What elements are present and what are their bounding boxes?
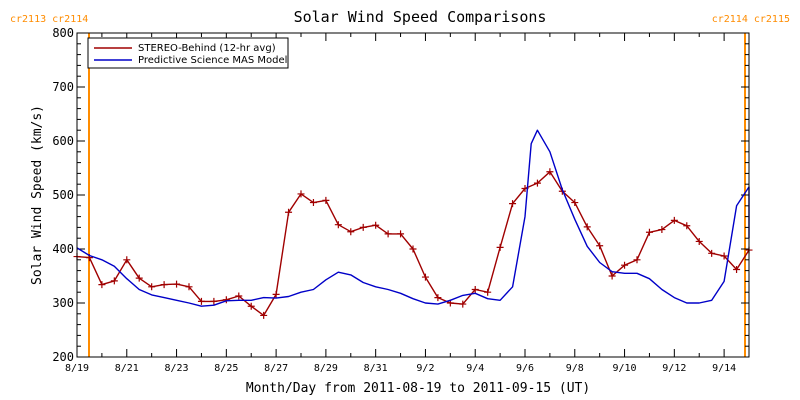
data-point-marker — [272, 290, 280, 298]
data-point-marker — [509, 200, 517, 208]
data-point-marker — [372, 221, 380, 229]
data-point-marker — [334, 221, 342, 229]
y-tick-label: 300 — [52, 296, 74, 310]
y-tick-label: 800 — [52, 26, 74, 40]
y-tick-label: 600 — [52, 134, 74, 148]
data-point-marker — [110, 277, 118, 285]
x-tick-label: 9/4 — [466, 363, 484, 374]
data-point-marker — [347, 228, 355, 236]
x-tick-label: 9/8 — [566, 363, 584, 374]
series-layer — [73, 129, 753, 319]
data-point-marker — [484, 288, 492, 296]
legend-label-stereo: STEREO-Behind (12-hr avg) — [138, 43, 276, 54]
x-axis: 8/19 8/21 8/23 8/25 8/27 8/29 8/31 9/2 9/4 9/6 9/8… — [65, 33, 750, 374]
data-point-marker — [720, 252, 728, 260]
x-tick-label: 8/19 — [65, 363, 89, 374]
y-tick-label: 500 — [52, 188, 74, 202]
carrington-label: cr2114 cr2115 — [712, 14, 790, 25]
series-line-stereo-behind — [76, 171, 750, 317]
chart-title: Solar Wind Speed Comparisons — [294, 8, 547, 26]
data-point-marker — [173, 280, 181, 288]
data-point-marker — [197, 297, 205, 305]
data-point-marker — [384, 230, 392, 238]
data-point-marker — [297, 190, 305, 198]
legend: STEREO-Behind (12-hr avg) Predictive Sci… — [87, 37, 289, 69]
plot-frame — [76, 32, 750, 358]
legend-label-mas: Predictive Science MAS Model — [138, 55, 287, 66]
data-point-marker — [633, 256, 641, 264]
data-point-marker — [421, 273, 429, 281]
x-tick-label: 8/25 — [214, 363, 238, 374]
data-point-marker — [135, 274, 143, 282]
data-point-marker — [459, 300, 467, 308]
data-point-marker — [210, 297, 218, 305]
data-point-marker — [546, 168, 554, 176]
data-point-marker — [185, 283, 193, 291]
x-tick-label: 9/10 — [613, 363, 637, 374]
x-tick-label: 9/12 — [662, 363, 686, 374]
data-point-marker — [98, 281, 106, 289]
data-point-marker — [621, 261, 629, 269]
x-axis-label: Month/Day from 2011-08-19 to 2011-09-15 … — [246, 381, 590, 396]
legend-box — [87, 37, 289, 69]
data-point-marker — [708, 249, 716, 257]
y-tick-label: 200 — [52, 350, 74, 364]
data-point-marker — [235, 292, 243, 300]
data-point-marker — [645, 228, 653, 236]
data-point-marker — [160, 281, 168, 289]
x-tick-label: 8/31 — [364, 363, 388, 374]
x-tick-label: 8/27 — [264, 363, 288, 374]
x-tick-label: 8/21 — [115, 363, 139, 374]
x-tick-label: 8/29 — [314, 363, 338, 374]
data-point-marker — [434, 294, 442, 302]
data-point-marker — [397, 230, 405, 238]
data-point-marker — [260, 311, 268, 319]
data-point-marker — [285, 208, 293, 216]
data-point-marker — [309, 199, 317, 207]
data-point-marker — [695, 237, 703, 245]
y-axis-label: Solar Wind Speed (km/s) — [30, 105, 45, 285]
x-tick-label: 9/6 — [516, 363, 534, 374]
data-point-marker — [322, 196, 330, 204]
series-line-mas-model — [76, 129, 750, 307]
data-point-marker — [533, 179, 541, 187]
data-point-marker — [359, 223, 367, 231]
data-point-marker — [409, 245, 417, 253]
data-point-marker — [496, 243, 504, 251]
data-point-marker — [148, 283, 156, 291]
data-point-marker — [596, 242, 604, 250]
data-point-marker — [571, 199, 579, 207]
carrington-label: cr2113 cr2114 — [10, 14, 88, 25]
x-tick-label: 9/14 — [712, 363, 736, 374]
x-tick-label: 8/23 — [165, 363, 189, 374]
data-point-marker — [123, 256, 131, 264]
y-axis: 200 300 400 500 600 700 800 — [52, 26, 749, 364]
data-point-marker — [471, 286, 479, 293]
data-point-marker — [247, 302, 255, 310]
data-point-marker — [583, 223, 591, 231]
y-tick-label: 700 — [52, 80, 74, 94]
x-tick-label: 9/2 — [416, 363, 434, 374]
data-point-marker — [683, 222, 691, 230]
data-point-marker — [658, 226, 666, 234]
y-tick-label: 400 — [52, 242, 74, 256]
data-point-marker — [670, 216, 678, 224]
data-point-marker — [222, 296, 230, 304]
data-point-marker — [608, 272, 616, 280]
data-point-marker — [733, 266, 741, 274]
